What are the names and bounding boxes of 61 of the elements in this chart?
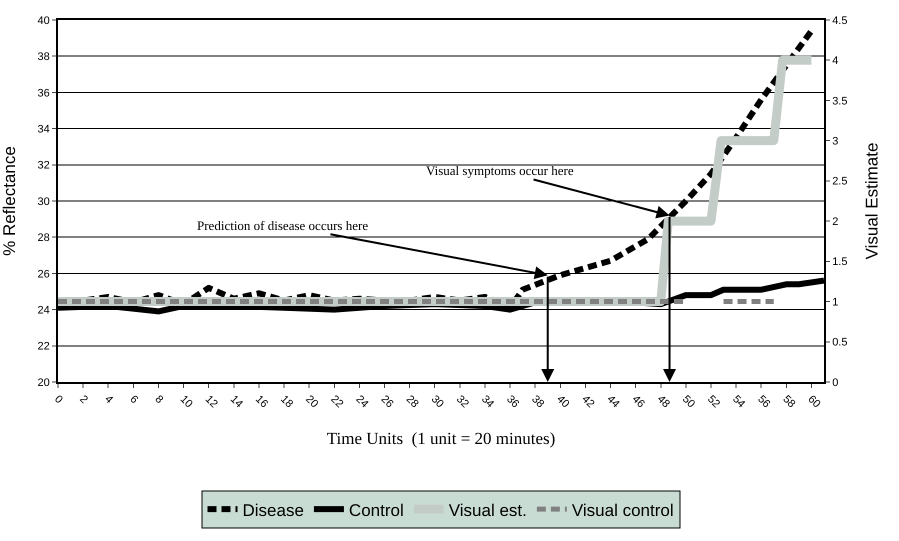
x-tick-label: 0 xyxy=(52,393,65,406)
y-axis-title: % Reflectance xyxy=(0,146,19,256)
x-tick-label: 44 xyxy=(604,393,622,410)
annotation: Prediction of disease occurs here xyxy=(197,218,368,233)
y-tick-label: 38 xyxy=(38,51,50,64)
x-tick-label: 14 xyxy=(228,393,245,410)
y-tick-label: 22 xyxy=(38,340,50,353)
x-tick-label: 4 xyxy=(102,393,116,406)
x-tick-label: 2 xyxy=(77,393,90,406)
x-tick-label: 40 xyxy=(554,393,572,410)
x-tick-label: 10 xyxy=(178,393,195,410)
x-tick-label: 46 xyxy=(630,393,647,410)
y-tick-label: 30 xyxy=(38,196,50,208)
x-tick-label: 22 xyxy=(328,393,346,410)
x-tick-label: 24 xyxy=(353,393,371,410)
x-tick-label: 36 xyxy=(504,393,522,410)
y-tick-label: 28 xyxy=(38,232,50,244)
y2-tick-label: 1 xyxy=(832,296,838,308)
x-tick-label: 52 xyxy=(704,393,722,410)
x-tick-label: 56 xyxy=(755,393,772,410)
y2-tick-label: 3 xyxy=(832,136,838,148)
annotation: Visual symptoms occur here xyxy=(426,163,574,178)
x-tick-label: 54 xyxy=(730,393,748,410)
y2-tick-label: 3.5 xyxy=(832,95,848,108)
y2-tick-label: 4 xyxy=(832,55,838,68)
y-tick-label: 26 xyxy=(38,268,50,280)
y-tick-label: 20 xyxy=(38,376,50,389)
x-tick-label: 38 xyxy=(529,393,546,410)
legend-label: Visual control xyxy=(572,500,674,520)
y2-tick-label: 0.5 xyxy=(832,336,848,349)
x-tick-label: 48 xyxy=(654,393,672,410)
x-axis-title: Time Units (1 unit = 20 minutes) xyxy=(326,429,556,448)
y2-axis-title: Visual Estimate xyxy=(862,142,882,260)
y2-tick-label: 2.5 xyxy=(832,176,848,188)
y2-tick-label: 0 xyxy=(832,376,838,389)
x-tick-label: 50 xyxy=(680,393,698,410)
x-tick-label: 26 xyxy=(378,393,396,410)
x-tick-label: 6 xyxy=(127,393,140,406)
legend-label: Control xyxy=(348,500,404,520)
legend-label: Disease xyxy=(242,500,304,520)
y-tick-label: 36 xyxy=(38,87,50,100)
x-tick-label: 34 xyxy=(478,393,496,410)
x-tick-label: 42 xyxy=(579,393,597,410)
legend-label: Visual est. xyxy=(448,500,527,520)
x-tick-label: 12 xyxy=(202,393,220,410)
y2-tick-label: 2 xyxy=(832,216,838,228)
y-tick-label: 24 xyxy=(38,304,50,316)
x-tick-label: 32 xyxy=(454,393,471,410)
y-tick-label: 32 xyxy=(38,160,50,172)
x-tick-label: 18 xyxy=(278,393,296,410)
y-tick-label: 34 xyxy=(38,123,50,136)
x-tick-label: 16 xyxy=(252,393,270,410)
x-tick-label: 8 xyxy=(152,393,166,406)
y-tick-label: 40 xyxy=(38,14,50,27)
x-tick-label: 20 xyxy=(303,393,320,410)
x-tick-label: 28 xyxy=(404,393,421,410)
y2-tick-label: 1.5 xyxy=(832,256,848,268)
x-tick-label: 60 xyxy=(805,393,823,410)
y2-tick-label: 4.5 xyxy=(832,14,848,27)
x-tick-label: 58 xyxy=(780,393,798,410)
x-tick-label: 30 xyxy=(428,393,446,410)
